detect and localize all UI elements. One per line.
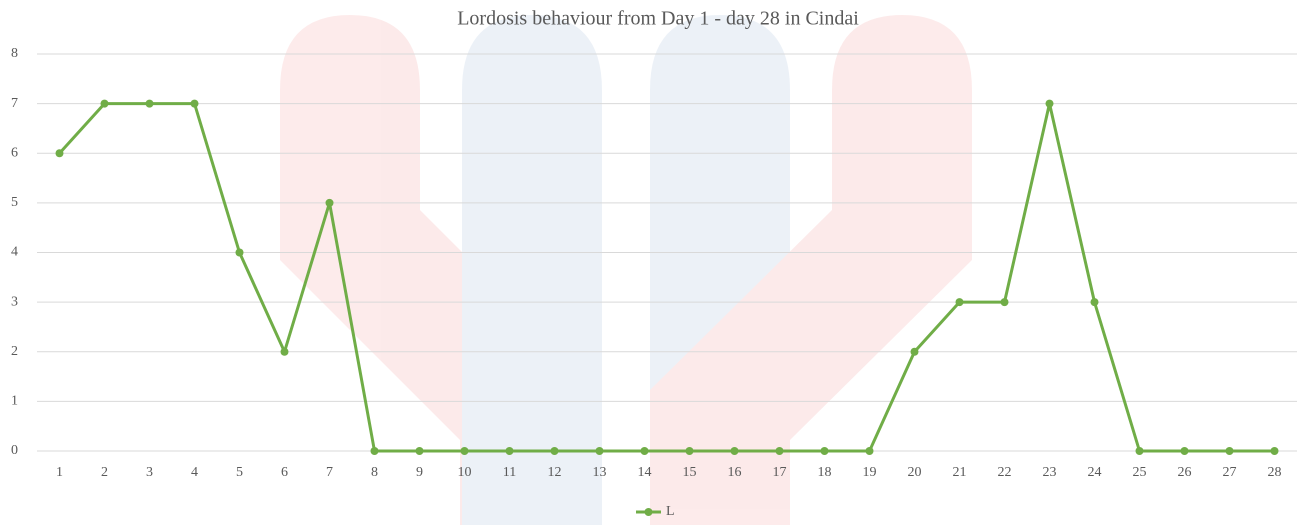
x-tick-label: 5 — [236, 465, 243, 480]
x-tick-label: 19 — [863, 465, 877, 480]
y-tick-label: 1 — [11, 394, 18, 409]
data-point — [1090, 298, 1099, 307]
x-tick-label: 25 — [1133, 465, 1147, 480]
data-point — [910, 347, 919, 356]
legend-label: L — [666, 504, 675, 519]
data-point — [235, 248, 244, 257]
data-point — [865, 447, 874, 455]
data-point — [1045, 99, 1054, 108]
y-tick-label: 8 — [11, 46, 18, 61]
x-tick-label: 27 — [1223, 465, 1237, 480]
x-tick-label: 18 — [818, 465, 832, 480]
watermark — [280, 15, 972, 525]
x-tick-label: 17 — [773, 465, 787, 480]
data-point — [190, 99, 199, 108]
y-tick-label: 3 — [11, 294, 18, 309]
x-tick-label: 26 — [1178, 465, 1192, 480]
x-tick-label: 14 — [638, 465, 652, 480]
y-tick-label: 4 — [11, 245, 18, 260]
data-point — [1180, 447, 1189, 455]
data-point — [55, 149, 64, 158]
data-point — [640, 447, 649, 455]
x-tick-label: 10 — [458, 465, 472, 480]
data-point — [820, 447, 829, 455]
data-point — [1000, 298, 1009, 307]
x-tick-label: 21 — [953, 465, 967, 480]
x-tick-label: 6 — [281, 465, 288, 480]
data-point — [685, 447, 694, 455]
data-point — [550, 447, 559, 455]
data-point — [505, 447, 514, 455]
x-tick-label: 12 — [548, 465, 562, 480]
x-tick-label: 20 — [908, 465, 922, 480]
data-point — [595, 447, 604, 455]
data-point — [1135, 447, 1144, 455]
data-point — [145, 99, 154, 108]
y-tick-label: 2 — [11, 344, 18, 359]
data-point — [280, 347, 289, 356]
y-tick-label: 0 — [11, 443, 18, 458]
data-point — [775, 447, 784, 455]
chart-title: Lordosis behaviour from Day 1 - day 28 i… — [457, 8, 859, 30]
x-tick-label: 3 — [146, 465, 153, 480]
x-tick-label: 9 — [416, 465, 423, 480]
x-tick-label: 22 — [998, 465, 1012, 480]
data-point — [325, 198, 334, 207]
data-point — [460, 447, 469, 455]
data-point — [370, 447, 379, 455]
y-tick-label: 6 — [11, 145, 18, 160]
data-point — [415, 447, 424, 455]
y-tick-label: 5 — [11, 195, 18, 210]
data-point — [1270, 447, 1279, 455]
x-tick-label: 1 — [56, 465, 63, 480]
legend-marker — [644, 508, 653, 516]
data-point — [100, 99, 109, 108]
x-tick-label: 15 — [683, 465, 697, 480]
data-point — [955, 298, 964, 307]
x-tick-label: 7 — [326, 465, 333, 480]
x-tick-label: 23 — [1043, 465, 1057, 480]
x-tick-label: 24 — [1088, 465, 1102, 480]
data-point — [1225, 447, 1234, 455]
x-tick-label: 11 — [503, 465, 516, 480]
x-tick-label: 13 — [593, 465, 607, 480]
x-tick-label: 4 — [191, 465, 198, 480]
data-point — [730, 447, 739, 455]
x-tick-label: 16 — [728, 465, 742, 480]
y-tick-label: 7 — [11, 96, 18, 111]
x-tick-label: 28 — [1268, 465, 1282, 480]
x-tick-label: 8 — [371, 465, 378, 480]
series-line — [58, 102, 1275, 453]
x-tick-label: 2 — [101, 465, 108, 480]
